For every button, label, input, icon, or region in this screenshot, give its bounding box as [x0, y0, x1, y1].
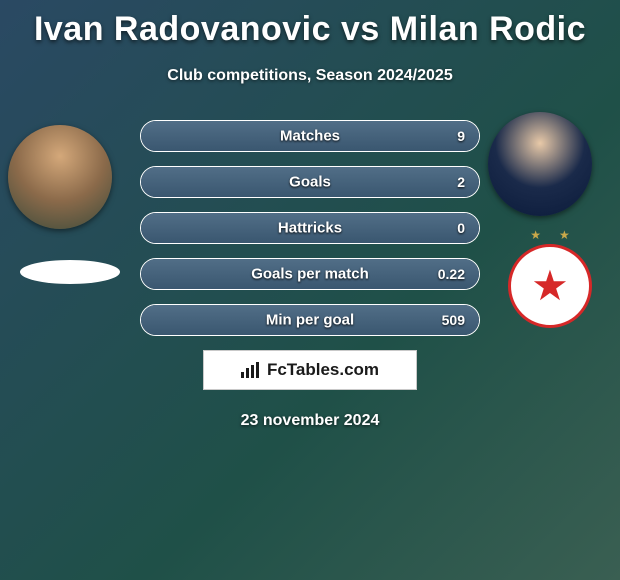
stats-area: Matches9Goals2Hattricks0Goals per match0… [0, 120, 620, 430]
stat-row: Hattricks0 [140, 212, 480, 244]
subtitle: Club competitions, Season 2024/2025 [0, 67, 620, 85]
stat-label: Hattricks [141, 220, 479, 237]
stat-label: Goals [141, 174, 479, 191]
fctables-logo[interactable]: FcTables.com [203, 350, 417, 390]
stat-right-value: 0.22 [438, 266, 465, 282]
stat-label: Matches [141, 128, 479, 145]
logo-text: FcTables.com [267, 360, 379, 380]
stat-right-value: 9 [457, 128, 465, 144]
stat-label: Goals per match [141, 266, 479, 283]
stat-row: Goals per match0.22 [140, 258, 480, 290]
stat-row: Matches9 [140, 120, 480, 152]
stat-right-value: 509 [442, 312, 465, 328]
page-title: Ivan Radovanovic vs Milan Rodic [0, 0, 620, 49]
stat-row: Goals2 [140, 166, 480, 198]
date-text: 23 november 2024 [0, 412, 620, 430]
stat-label: Min per goal [141, 312, 479, 329]
bar-chart-icon [241, 362, 261, 378]
stat-right-value: 2 [457, 174, 465, 190]
stat-right-value: 0 [457, 220, 465, 236]
stat-row: Min per goal509 [140, 304, 480, 336]
